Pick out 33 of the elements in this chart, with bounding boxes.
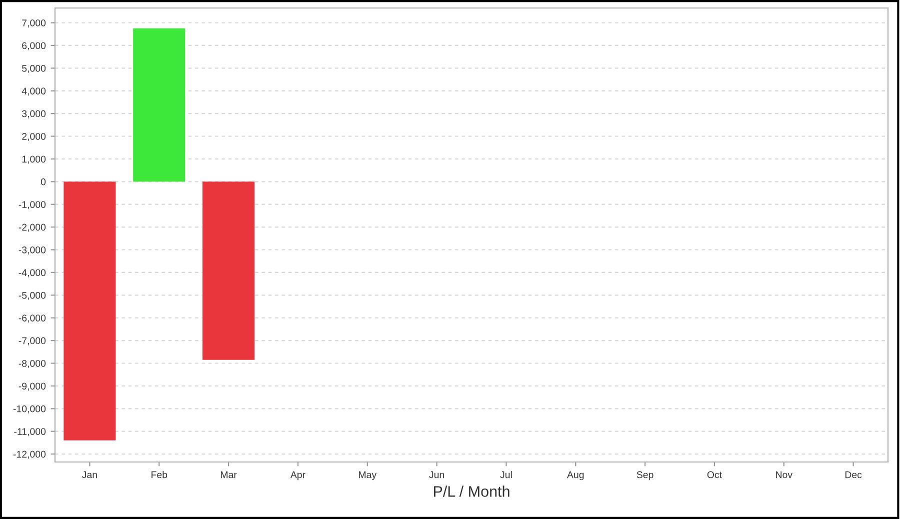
y-tick-label: 7,000 <box>22 19 46 28</box>
y-tick-label: 0 <box>40 178 46 186</box>
x-tick-label: Sep <box>636 471 654 480</box>
x-tick-label: Mar <box>220 471 237 478</box>
y-tick-label: 4,000 <box>22 88 46 96</box>
y-tick-label: -10,000 <box>13 405 46 414</box>
y-tick-label: 5,000 <box>22 64 46 73</box>
x-tick-label: Feb <box>152 471 168 478</box>
y-tick-label: -2,000 <box>18 224 46 232</box>
x-tick-label: Nov <box>776 471 792 478</box>
x-tick-label: May <box>358 471 377 480</box>
y-tick-label: 2,000 <box>22 132 46 142</box>
y-tick-label: -9,000 <box>18 382 46 391</box>
y-tick-label: -8,000 <box>18 360 46 368</box>
y-tick-label: -11,000 <box>14 428 46 436</box>
x-axis-title: P/L / Month <box>434 486 510 497</box>
y-tick-label: -3,000 <box>18 246 46 255</box>
y-tick-label: -12,000 <box>13 450 46 459</box>
y-tick-label: -4,000 <box>18 269 46 278</box>
x-tick-label: Dec <box>845 471 862 478</box>
y-tick-label: -7,000 <box>18 337 46 346</box>
x-tick-label: Aug <box>566 471 584 480</box>
x-tick-label: Oct <box>707 471 722 478</box>
y-tick-label: 3,000 <box>22 110 46 118</box>
x-tick-label: Jul <box>500 471 512 478</box>
x-tick-label: Apr <box>290 471 306 480</box>
x-tick-label: Jun <box>429 471 444 478</box>
y-tick-label: 6,000 <box>22 42 46 50</box>
y-tick-label: -5,000 <box>18 292 46 300</box>
x-tick-label: Jan <box>82 471 97 478</box>
y-tick-label: -1,000 <box>18 201 46 210</box>
y-tick-label: -6,000 <box>18 314 46 323</box>
y-tick-label: 1,000 <box>22 156 46 164</box>
